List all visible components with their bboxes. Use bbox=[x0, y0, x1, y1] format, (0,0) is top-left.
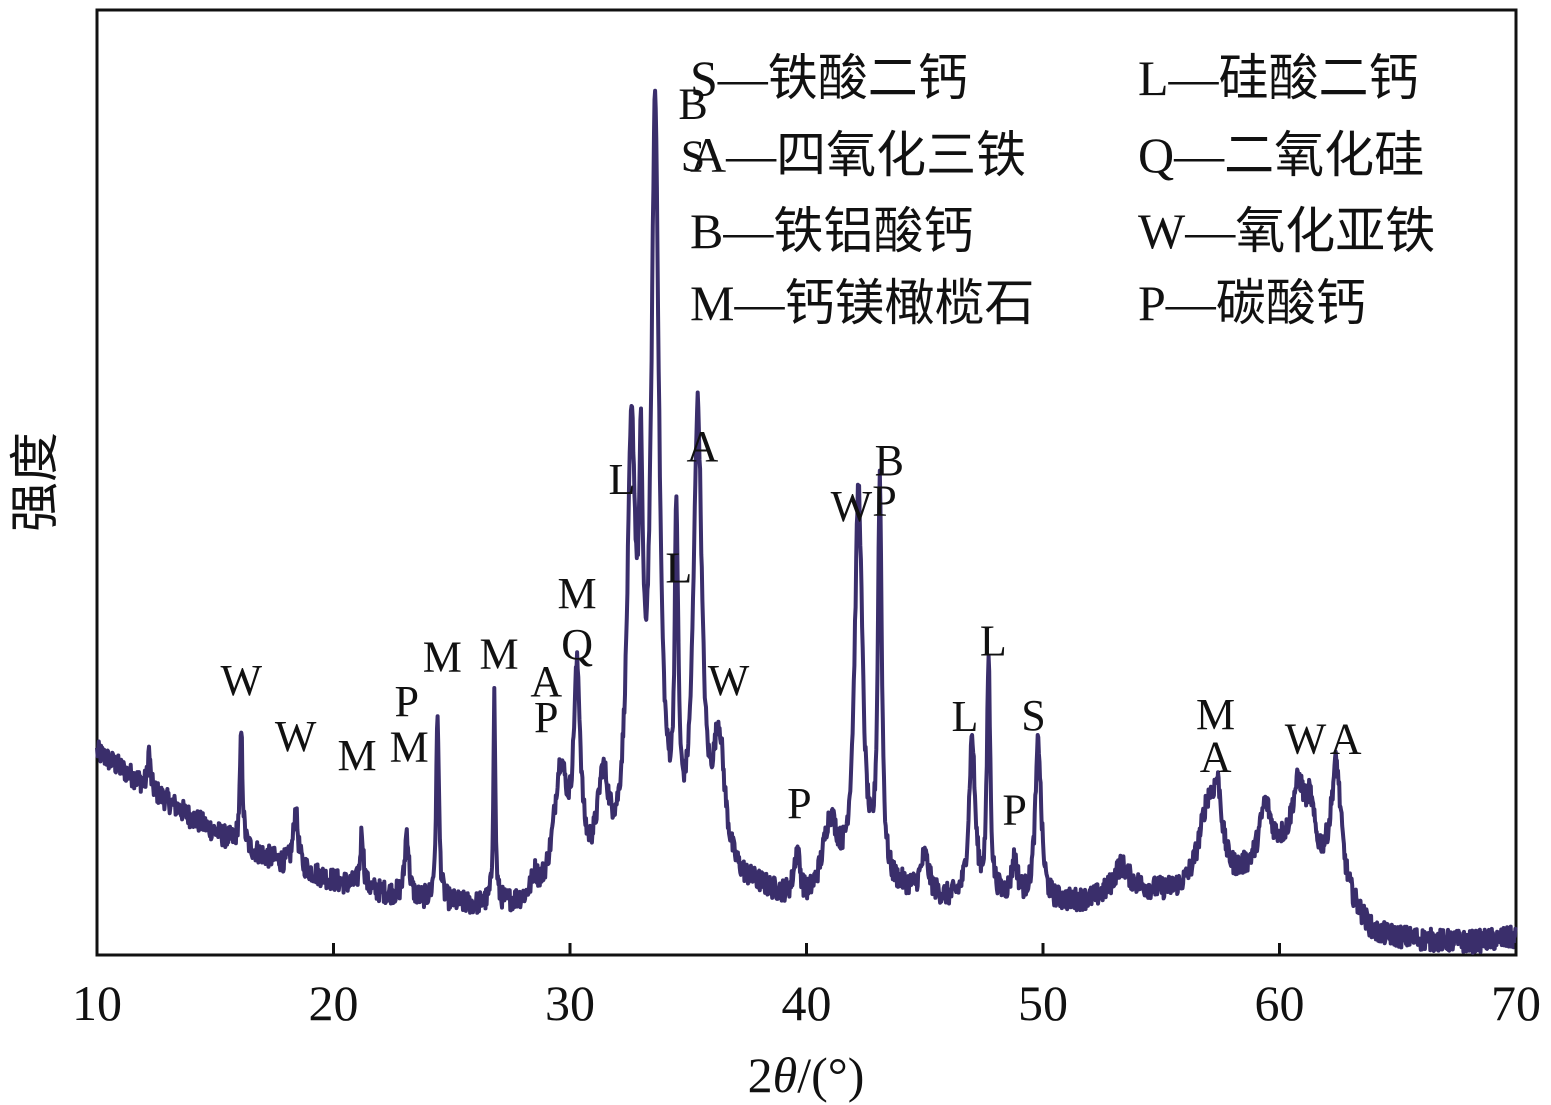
peak-label: L bbox=[665, 544, 692, 593]
peak-label: L bbox=[609, 455, 636, 504]
x-tick-label: 30 bbox=[545, 975, 595, 1031]
legend-entry: P—碳酸钙 bbox=[1138, 275, 1366, 331]
peak-label: P bbox=[787, 779, 811, 828]
peak-label: S bbox=[1021, 691, 1045, 740]
peak-label: B bbox=[678, 80, 707, 129]
xrd-pattern-line bbox=[95, 88, 1518, 955]
x-axis-title-theta: θ bbox=[773, 1047, 798, 1103]
x-tick-label: 40 bbox=[782, 975, 832, 1031]
peak-label: W bbox=[708, 656, 750, 705]
peak-label: L bbox=[980, 616, 1007, 665]
legend-entry: M—钙镁橄榄石 bbox=[690, 275, 1034, 331]
x-axis-title-prefix: 2 bbox=[748, 1047, 773, 1103]
peak-label: P bbox=[872, 477, 896, 526]
legend-entry: Q—二氧化硅 bbox=[1138, 127, 1424, 183]
x-axis-ticks: 10 20 30 40 50 60 70 bbox=[72, 943, 1541, 1031]
peak-label: M bbox=[558, 569, 597, 618]
peak-label: W bbox=[275, 712, 317, 761]
x-axis-title-unit: /(°) bbox=[797, 1047, 864, 1103]
peak-label: W bbox=[221, 656, 263, 705]
x-tick-label: 60 bbox=[1255, 975, 1305, 1031]
peak-label: Q bbox=[561, 620, 593, 669]
peak-label: W bbox=[1285, 715, 1327, 764]
legend-entry: A—四氧化三铁 bbox=[690, 127, 1026, 183]
peak-label: P bbox=[534, 693, 558, 742]
x-tick-label: 20 bbox=[309, 975, 359, 1031]
peak-label: M bbox=[423, 633, 462, 682]
peak-label: M bbox=[1196, 690, 1235, 739]
peak-label: A bbox=[1330, 715, 1362, 764]
peak-label: P bbox=[395, 677, 419, 726]
legend-entry: B—铁铝酸钙 bbox=[690, 203, 973, 259]
peak-label: S bbox=[681, 132, 705, 181]
peak-label: W bbox=[831, 482, 873, 531]
x-axis-title: 2θ/(°) bbox=[748, 1047, 865, 1103]
legend-entry: L—硅酸二钙 bbox=[1138, 50, 1419, 106]
peak-label: A bbox=[1200, 733, 1232, 782]
y-axis-title: 强度 bbox=[7, 432, 63, 532]
peak-label: M bbox=[390, 722, 429, 771]
peak-label: M bbox=[338, 731, 377, 780]
legend: S—铁酸二钙 L—硅酸二钙 A—四氧化三铁 Q—二氧化硅 B—铁铝酸钙 W—氧化亚铁 M—钙… bbox=[690, 50, 1435, 331]
peak-label: P bbox=[1002, 786, 1026, 835]
x-tick-label: 10 bbox=[72, 975, 122, 1031]
legend-entry: S—铁酸二钙 bbox=[690, 50, 968, 106]
peak-label: A bbox=[687, 422, 719, 471]
x-tick-label: 50 bbox=[1018, 975, 1068, 1031]
peak-label: L bbox=[952, 692, 979, 741]
peak-label: B bbox=[875, 436, 904, 485]
x-tick-label: 70 bbox=[1491, 975, 1541, 1031]
peak-label: A bbox=[530, 657, 562, 706]
legend-entry: W—氧化亚铁 bbox=[1138, 203, 1435, 259]
peak-label: M bbox=[480, 630, 519, 679]
